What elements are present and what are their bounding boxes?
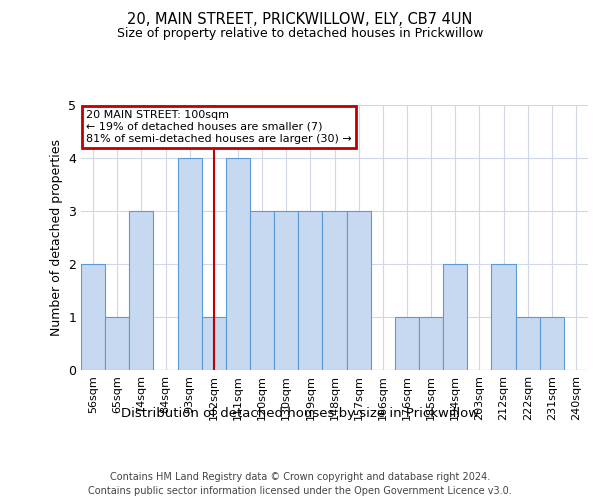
Bar	[250, 211, 274, 370]
Bar	[491, 264, 515, 370]
Bar	[515, 317, 540, 370]
Bar	[540, 317, 564, 370]
Bar	[298, 211, 322, 370]
Bar	[129, 211, 154, 370]
Bar	[178, 158, 202, 370]
Text: Distribution of detached houses by size in Prickwillow: Distribution of detached houses by size …	[121, 408, 479, 420]
Text: 20 MAIN STREET: 100sqm
← 19% of detached houses are smaller (7)
81% of semi-deta: 20 MAIN STREET: 100sqm ← 19% of detached…	[86, 110, 352, 144]
Text: 20, MAIN STREET, PRICKWILLOW, ELY, CB7 4UN: 20, MAIN STREET, PRICKWILLOW, ELY, CB7 4…	[127, 12, 473, 28]
Bar	[347, 211, 371, 370]
Y-axis label: Number of detached properties: Number of detached properties	[50, 139, 62, 336]
Bar	[226, 158, 250, 370]
Bar	[274, 211, 298, 370]
Bar	[105, 317, 129, 370]
Text: Size of property relative to detached houses in Prickwillow: Size of property relative to detached ho…	[117, 28, 483, 40]
Bar	[81, 264, 105, 370]
Bar	[419, 317, 443, 370]
Bar	[395, 317, 419, 370]
Text: Contains public sector information licensed under the Open Government Licence v3: Contains public sector information licen…	[88, 486, 512, 496]
Bar	[443, 264, 467, 370]
Bar	[202, 317, 226, 370]
Bar	[322, 211, 347, 370]
Text: Contains HM Land Registry data © Crown copyright and database right 2024.: Contains HM Land Registry data © Crown c…	[110, 472, 490, 482]
